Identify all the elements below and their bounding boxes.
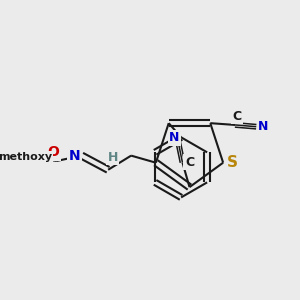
Text: O: O [47, 145, 59, 159]
Text: C: C [185, 156, 194, 169]
Text: methoxy: methoxy [0, 152, 52, 162]
Text: C: C [185, 156, 194, 169]
Text: S: S [226, 155, 238, 170]
Text: S: S [226, 155, 238, 170]
Text: C: C [232, 110, 242, 123]
Text: methoxy: methoxy [0, 152, 52, 162]
Text: C: C [232, 110, 242, 123]
Text: N: N [169, 131, 180, 144]
Text: N: N [258, 120, 268, 133]
Text: N: N [169, 131, 180, 144]
Text: N: N [258, 120, 268, 133]
Text: H: H [107, 151, 118, 164]
Text: O: O [47, 145, 59, 159]
Text: N: N [69, 148, 80, 163]
Text: N: N [69, 148, 80, 163]
Text: H: H [107, 151, 118, 164]
